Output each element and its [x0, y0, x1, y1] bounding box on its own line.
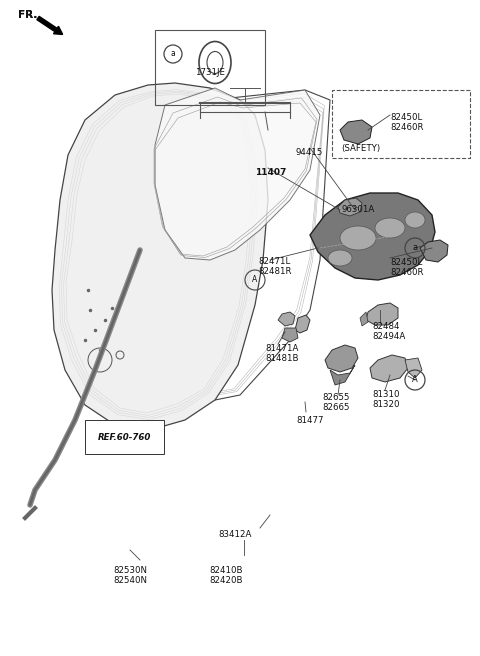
Text: 96301A: 96301A — [342, 205, 375, 214]
Text: 82450L
82460R: 82450L 82460R — [390, 258, 423, 277]
Polygon shape — [282, 328, 298, 342]
Polygon shape — [52, 83, 268, 430]
Ellipse shape — [328, 250, 352, 266]
Polygon shape — [405, 358, 422, 378]
Text: 94415: 94415 — [295, 148, 323, 157]
Polygon shape — [310, 193, 435, 280]
Text: 81477: 81477 — [296, 416, 324, 425]
Text: a: a — [170, 49, 175, 58]
Text: 11407: 11407 — [255, 168, 287, 177]
Text: REF.60-760: REF.60-760 — [98, 432, 151, 441]
Text: 82410B
82420B: 82410B 82420B — [209, 566, 242, 585]
Text: 83412A: 83412A — [218, 530, 252, 539]
Polygon shape — [360, 312, 368, 326]
Ellipse shape — [405, 212, 425, 228]
Text: A: A — [252, 276, 258, 285]
Text: 82450L
82460R: 82450L 82460R — [390, 113, 423, 133]
Text: FR.: FR. — [18, 10, 37, 20]
Polygon shape — [420, 240, 448, 262]
Text: A: A — [412, 375, 418, 384]
Polygon shape — [295, 315, 310, 333]
Bar — [155, 30, 265, 105]
Text: 81471A
81481B: 81471A 81481B — [265, 344, 299, 363]
Text: a: a — [412, 243, 418, 253]
Text: FR.: FR. — [18, 10, 37, 20]
Polygon shape — [330, 365, 355, 385]
Polygon shape — [155, 88, 320, 260]
Text: 82655
82665: 82655 82665 — [322, 393, 349, 413]
Text: 82484
82494A: 82484 82494A — [372, 322, 405, 341]
FancyArrow shape — [37, 16, 63, 34]
Text: (SAFETY): (SAFETY) — [341, 144, 380, 153]
Text: 82471L
82481R: 82471L 82481R — [258, 257, 291, 276]
Polygon shape — [366, 303, 398, 325]
Polygon shape — [338, 198, 362, 216]
Polygon shape — [340, 120, 372, 144]
Text: 81310
81320: 81310 81320 — [372, 390, 399, 409]
Ellipse shape — [340, 226, 376, 250]
Text: 1731JE: 1731JE — [195, 68, 225, 77]
Polygon shape — [370, 355, 408, 382]
Ellipse shape — [375, 218, 405, 238]
Polygon shape — [325, 345, 358, 372]
Polygon shape — [278, 312, 295, 326]
Bar — [332, 90, 470, 158]
Text: 82530N
82540N: 82530N 82540N — [113, 566, 147, 585]
